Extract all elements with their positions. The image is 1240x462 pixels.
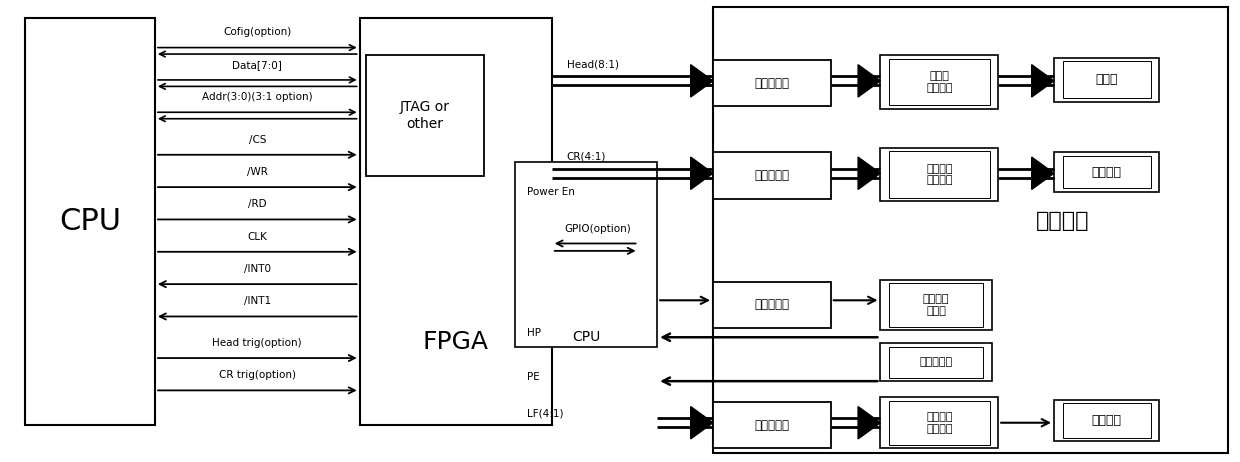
Text: Addr(3:0)(3:1 option): Addr(3:0)(3:1 option) — [202, 92, 312, 102]
Bar — [889, 151, 990, 198]
Polygon shape — [858, 65, 880, 97]
Text: 走纸电机
驱动电路: 走纸电机 驱动电路 — [926, 412, 952, 433]
Bar — [889, 346, 983, 378]
Bar — [713, 152, 831, 199]
Bar — [713, 282, 831, 328]
Text: /RD: /RD — [248, 199, 267, 209]
Text: CLK: CLK — [247, 231, 268, 242]
Bar — [366, 55, 484, 176]
Bar — [713, 60, 831, 106]
Text: JTAG or
other: JTAG or other — [399, 100, 450, 131]
Bar — [1063, 403, 1151, 438]
Bar — [889, 283, 983, 327]
Polygon shape — [691, 65, 713, 97]
Bar — [1063, 156, 1151, 188]
Text: /WR: /WR — [247, 167, 268, 177]
Bar — [1054, 58, 1159, 102]
Text: 字车位置
传感器: 字车位置 传感器 — [923, 294, 950, 316]
Text: Cofig(option): Cofig(option) — [223, 27, 291, 37]
Bar — [360, 18, 552, 425]
Bar — [25, 18, 155, 425]
Text: Data[7:0]: Data[7:0] — [232, 60, 283, 70]
Text: LF(4:1): LF(4:1) — [527, 408, 563, 419]
Text: CPU: CPU — [58, 207, 120, 236]
Text: /INT0: /INT0 — [244, 264, 270, 274]
Text: GPIO(option): GPIO(option) — [564, 224, 631, 234]
Bar — [880, 55, 998, 109]
Text: /CS: /CS — [248, 134, 267, 145]
Text: Head(8:1): Head(8:1) — [567, 59, 619, 69]
Text: 针打机芯: 针打机芯 — [1037, 211, 1090, 231]
Text: CR trig(option): CR trig(option) — [218, 370, 296, 380]
Text: 防静电器件: 防静电器件 — [754, 169, 790, 182]
Text: 打印头: 打印头 — [1095, 73, 1118, 86]
Bar — [889, 59, 990, 105]
Text: PE: PE — [527, 371, 539, 382]
Text: 防静电器件: 防静电器件 — [754, 77, 790, 90]
Polygon shape — [1032, 65, 1054, 97]
Text: /INT1: /INT1 — [244, 296, 270, 306]
Bar — [880, 397, 998, 448]
Text: 字车电机
驱动电路: 字车电机 驱动电路 — [926, 164, 952, 185]
Text: 打印头
驱动电路: 打印头 驱动电路 — [926, 71, 952, 93]
Polygon shape — [858, 157, 880, 189]
Text: CPU: CPU — [572, 330, 600, 344]
Bar — [1054, 400, 1159, 441]
Bar — [880, 148, 998, 201]
Bar — [713, 402, 831, 448]
Text: FPGA: FPGA — [423, 330, 489, 354]
Text: 防静电器件: 防静电器件 — [754, 298, 790, 311]
Polygon shape — [691, 407, 713, 439]
Text: 缺纸传感器: 缺纸传感器 — [920, 357, 952, 367]
Bar — [515, 162, 657, 346]
Text: 走纸电机: 走纸电机 — [1091, 414, 1122, 427]
Text: Head trig(option): Head trig(option) — [212, 338, 303, 348]
Text: 防静电器件: 防静电器件 — [754, 419, 790, 432]
Polygon shape — [691, 157, 713, 189]
Text: HP: HP — [527, 328, 541, 338]
Bar — [889, 401, 990, 445]
Bar — [713, 7, 1228, 453]
Bar — [880, 343, 992, 381]
Text: 字车电机: 字车电机 — [1091, 165, 1122, 179]
Text: Power En: Power En — [527, 187, 575, 197]
Bar — [880, 280, 992, 330]
Bar — [1054, 152, 1159, 192]
Text: CR(4:1): CR(4:1) — [567, 152, 606, 162]
Bar — [1063, 61, 1151, 98]
Polygon shape — [1032, 157, 1054, 189]
Polygon shape — [858, 407, 880, 439]
